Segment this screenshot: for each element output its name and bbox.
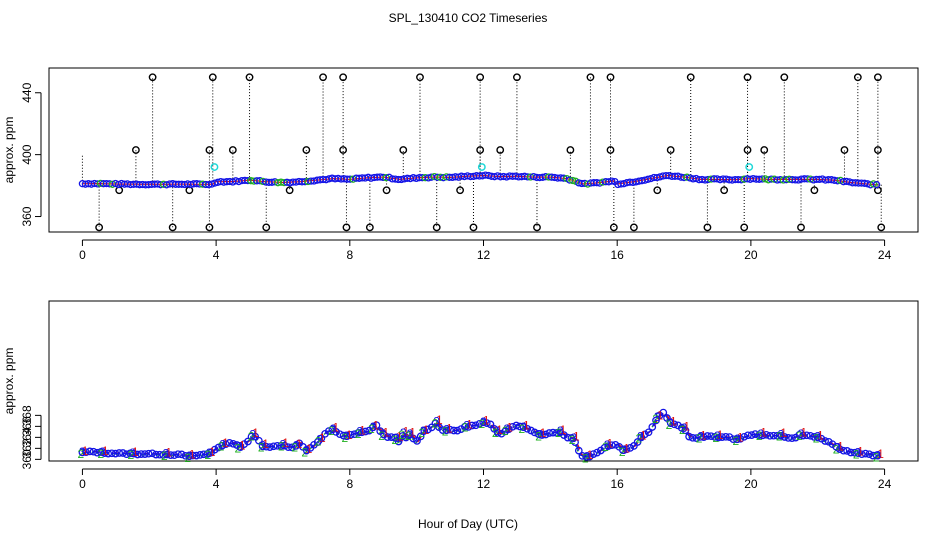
series-3-label: 3 (734, 432, 741, 446)
series-3-label: 3 (380, 427, 387, 441)
series-3-label: 3 (79, 445, 86, 459)
y-tick-label: 368 (20, 405, 34, 425)
series-3-label: 3 (714, 429, 721, 443)
series-3-label: 3 (163, 447, 170, 461)
series-3-label: 3 (260, 439, 267, 453)
series-3-label: 3 (330, 422, 337, 436)
series-3-label: 3 (834, 441, 841, 455)
y-axis-label: approx. ppm (2, 117, 16, 184)
spike-mid-point (303, 147, 309, 153)
series-3-label: 3 (584, 450, 591, 464)
series-3-label: 3 (621, 443, 628, 457)
y-tick-label: 440 (20, 82, 34, 102)
x-axis-label: Hour of Day (UTC) (418, 517, 518, 531)
x-tick-label: 4 (213, 477, 220, 491)
cyan-point (746, 164, 752, 170)
figure-title: SPL_130410 CO2 Timeseries (389, 11, 548, 25)
series-3-label: 3 (343, 429, 350, 443)
series-3-label: 3 (604, 438, 611, 452)
x-tick-label: 16 (611, 477, 625, 491)
x-tick-label: 0 (79, 477, 86, 491)
panel-top: 0 4 8 12 16 20 24 360 400 440 approx. ppm (2, 68, 918, 262)
x-tick-label: 12 (477, 248, 491, 262)
series-3-label: 3 (697, 430, 704, 444)
x-tick-label: 4 (213, 248, 220, 262)
x-tick-label: 8 (346, 248, 353, 262)
series-3-label: 3 (537, 428, 544, 442)
series-3-label: 3 (219, 437, 226, 451)
y-tick-label: 400 (20, 144, 34, 164)
series-3-label: 3 (480, 415, 487, 429)
series-3-label: 3 (758, 427, 765, 441)
y-tick-label: 360 (20, 206, 34, 226)
x-tick-label: 20 (744, 248, 758, 262)
series-3-label: 3 (129, 446, 136, 460)
x-tick-label: 0 (79, 248, 86, 262)
series-3-label: 3 (463, 419, 470, 433)
series-3-label: 3 (557, 424, 564, 438)
series-3-label: 3 (798, 427, 805, 441)
y-axis-label: approx. ppm (2, 348, 16, 415)
series-3-label: 3 (356, 425, 363, 439)
series-3-label: 3 (186, 449, 193, 463)
series-3-label: 3 (637, 430, 644, 444)
series-3-label: 3 (407, 427, 414, 441)
series-3-label: 3 (504, 422, 511, 436)
series-3-label: 3 (494, 424, 501, 438)
spike-minor-point (286, 187, 292, 193)
series-3-label: 3 (570, 431, 577, 445)
figure: SPL_130410 CO2 Timeseries 0 4 8 12 16 20 24 360… (0, 0, 936, 540)
series-3-label: 3 (520, 420, 527, 434)
x-tick-label: 16 (611, 248, 625, 262)
series-3-label: 3 (814, 430, 821, 444)
x-tick-label: 24 (878, 248, 892, 262)
series-3-label: 3 (681, 421, 688, 435)
x-tick-label: 12 (477, 477, 491, 491)
series-3-label: 3 (433, 414, 440, 428)
series-3-label: 3 (303, 443, 310, 457)
spike-mid-point (340, 147, 346, 153)
spike-minor-point (457, 187, 463, 193)
series-3-label: 3 (654, 410, 661, 424)
series-3-label: 3 (236, 440, 243, 454)
series-3-label: 3 (443, 423, 450, 437)
series-3-label: 3 (99, 445, 106, 459)
series-3-label: 3 (875, 448, 882, 462)
cyan-point (479, 164, 485, 170)
x-tick-label: 8 (346, 477, 353, 491)
series-3-label: 3 (206, 446, 213, 460)
series-3-label: 3 (250, 428, 257, 442)
x-tick-label: 24 (878, 477, 892, 491)
series-3-label: 3 (280, 437, 287, 451)
spike-low-point (367, 224, 373, 230)
cyan-point (211, 164, 217, 170)
series-3-label: 3 (420, 424, 427, 438)
series-3-label: 3 (778, 428, 785, 442)
series-3-label: 3 (667, 416, 674, 430)
series-3-label: 3 (370, 420, 377, 434)
series-3-label: 3 (316, 432, 323, 446)
series-3-label: 3 (293, 439, 300, 453)
series-3-label: 3 (854, 446, 861, 460)
x-tick-label: 20 (744, 477, 758, 491)
panel-bottom: 0 4 8 12 16 20 24360362364366368approx. ppm123… (2, 301, 918, 491)
